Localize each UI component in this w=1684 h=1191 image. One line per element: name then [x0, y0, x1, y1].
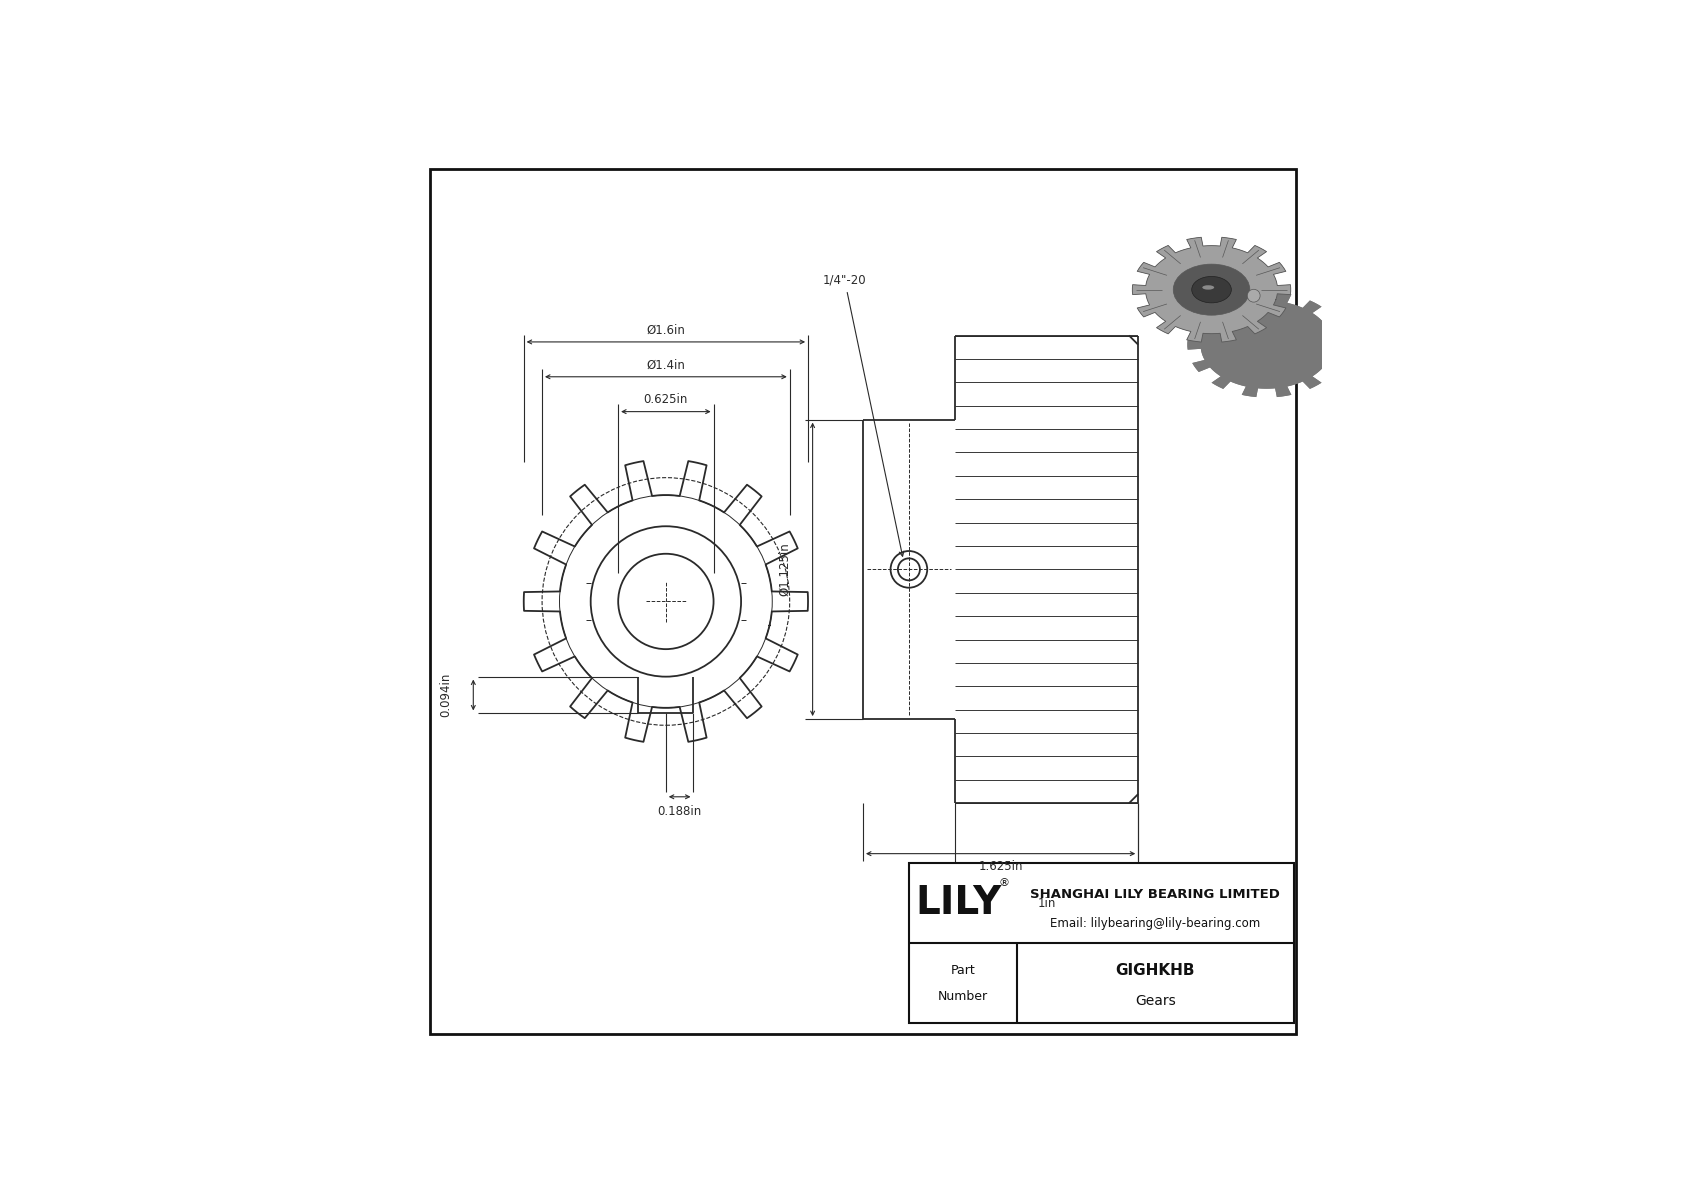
Ellipse shape [1202, 286, 1214, 289]
Text: GIGHKHB: GIGHKHB [1116, 962, 1196, 978]
Circle shape [1248, 289, 1260, 303]
Polygon shape [1132, 237, 1290, 342]
Polygon shape [524, 461, 808, 742]
Text: 1.625in: 1.625in [978, 860, 1022, 873]
Bar [862, 419, 955, 719]
Text: Number: Number [938, 990, 989, 1003]
Text: 1in: 1in [1037, 897, 1056, 910]
Text: 0.625in: 0.625in [643, 393, 689, 406]
Bar [909, 862, 1293, 1023]
Text: Email: lilybearing@lily-bearing.com: Email: lilybearing@lily-bearing.com [1051, 917, 1261, 930]
Polygon shape [1187, 292, 1346, 397]
Ellipse shape [1192, 276, 1231, 303]
Text: SHANGHAI LILY BEARING LIMITED: SHANGHAI LILY BEARING LIMITED [1031, 888, 1280, 902]
Bar [955, 336, 1138, 803]
Text: Ø1.125in: Ø1.125in [778, 542, 791, 597]
Text: 1/4"-20: 1/4"-20 [823, 274, 904, 556]
Bar [909, 862, 1293, 1023]
Text: Part: Part [950, 964, 975, 977]
Text: Gears: Gears [1135, 993, 1175, 1008]
Text: 0.094in: 0.094in [440, 673, 453, 717]
Text: Ø1.4in: Ø1.4in [647, 358, 685, 372]
Text: ®: ® [999, 878, 1010, 887]
Ellipse shape [1174, 264, 1250, 316]
Polygon shape [1132, 237, 1346, 397]
Text: LILY: LILY [914, 884, 1002, 922]
Text: 0.188in: 0.188in [657, 805, 702, 818]
Text: Ø1.6in: Ø1.6in [647, 324, 685, 337]
